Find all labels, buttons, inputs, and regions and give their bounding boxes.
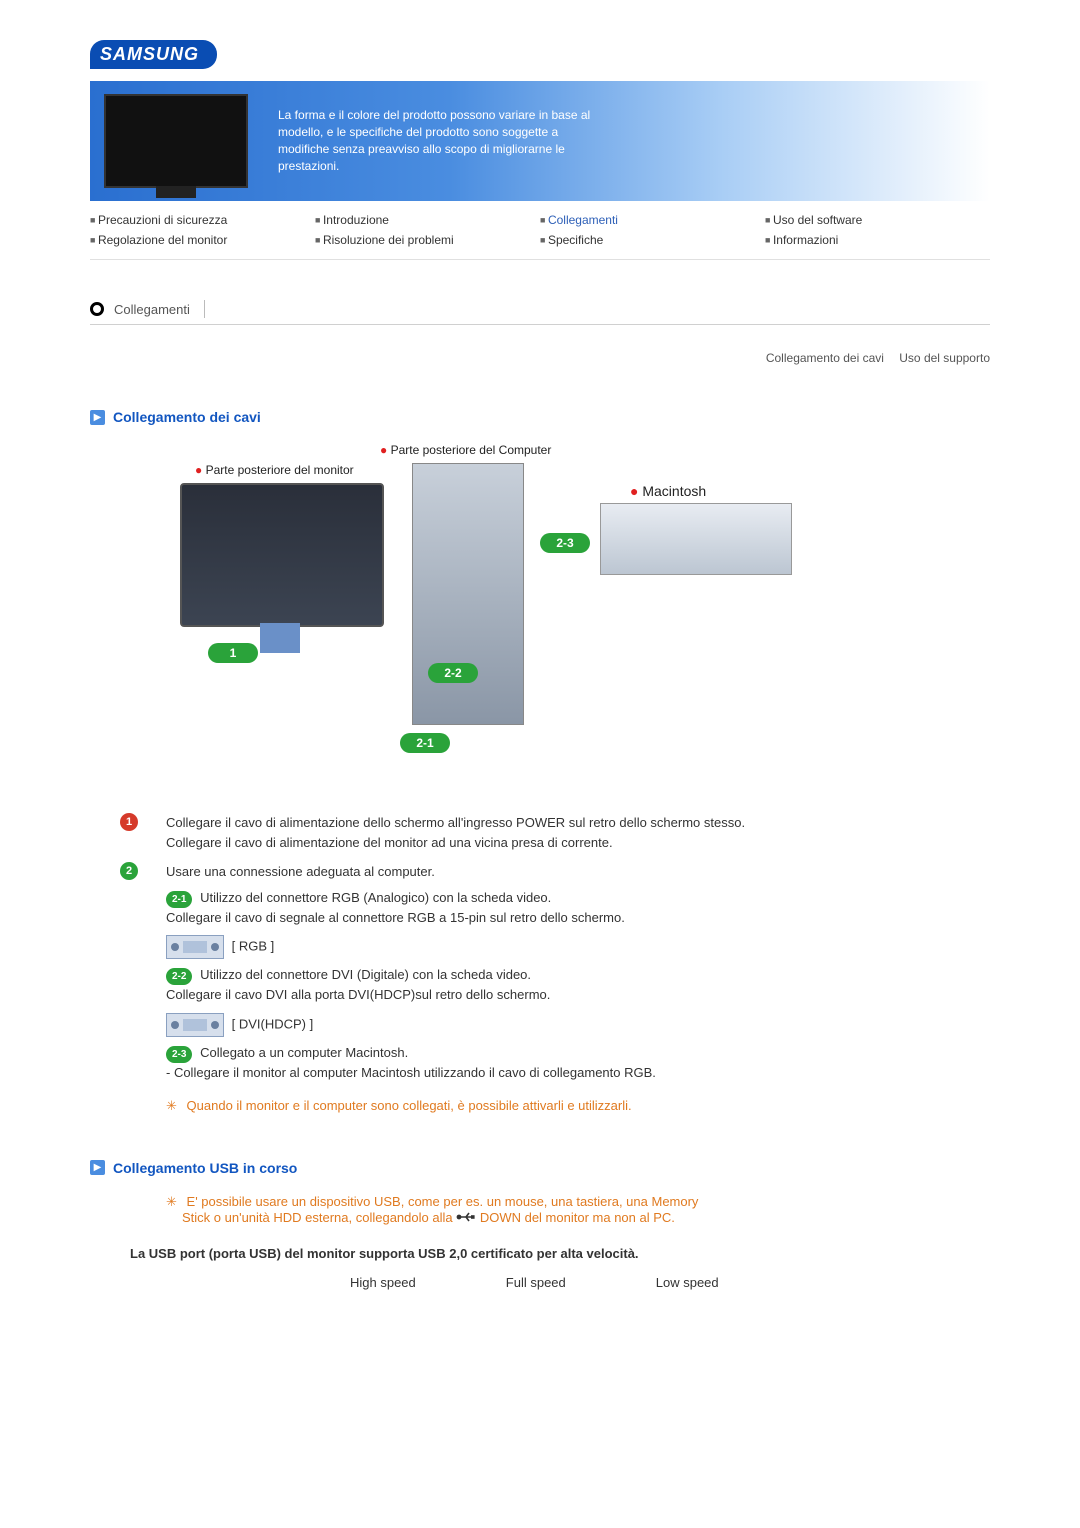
banner-monitor-image [104, 94, 248, 188]
step-2-2: 2-2 Utilizzo del connettore DVI (Digital… [166, 965, 656, 1005]
note-x-icon: ✳ [166, 1098, 177, 1113]
section1-head: ▶ Collegamento dei cavi [90, 409, 990, 425]
note-activate: ✳ Quando il monitor e il computer sono c… [166, 1096, 656, 1116]
sublink-cavi[interactable]: Collegamento dei cavi [766, 351, 884, 365]
badge-2-3: 2-3 [540, 533, 590, 553]
label-computer: Parte posteriore del Computer [380, 443, 551, 457]
instructions: 1 Collegare il cavo di alimentazione del… [120, 813, 990, 1116]
badge-2-2-inline: 2-2 [166, 968, 192, 985]
step-2-2-b: Collegare il cavo DVI alla porta DVI(HDC… [166, 987, 550, 1002]
usb-speed-row: High speed Full speed Low speed [350, 1275, 990, 1290]
divider [204, 300, 205, 318]
usb-note: ✳ E' possibile usare un dispositivo USB,… [166, 1194, 990, 1226]
badge-2-2: 2-2 [428, 663, 478, 683]
monitor-stand-shape [260, 623, 300, 653]
note-x-icon-2: ✳ [166, 1194, 177, 1209]
banner-text: La forma e il colore del prodotto posson… [278, 107, 598, 174]
mac-shape [600, 503, 792, 575]
nav-informazioni[interactable]: Informazioni [765, 233, 990, 247]
step-2-1-b: Collegare il cavo di segnale al connetto… [166, 910, 625, 925]
sub-links: Collegamento dei cavi Uso del supporto [90, 351, 990, 365]
badge-2-3-inline: 2-3 [166, 1046, 192, 1063]
arrow-icon-2: ▶ [90, 1160, 105, 1175]
section-tab: Collegamenti [90, 300, 990, 325]
badge-2-1: 2-1 [400, 733, 450, 753]
monitor-shape [180, 483, 384, 627]
step-2-3-a: Collegato a un computer Macintosh. [200, 1045, 408, 1060]
nav-risoluzione-problemi[interactable]: Risoluzione dei problemi [315, 233, 540, 247]
samsung-logo: SAMSUNG [90, 40, 217, 69]
rgb-connector-icon [166, 935, 224, 959]
usb-note-b-post: DOWN del monitor ma non al PC. [480, 1210, 675, 1225]
step-2-1-a: Utilizzo del connettore RGB (Analogico) … [200, 890, 551, 905]
step-1-text-a: Collegare il cavo di alimentazione dello… [166, 813, 745, 833]
step-2-1: 2-1 Utilizzo del connettore RGB (Analogi… [166, 888, 656, 928]
nav-precauzioni[interactable]: Precauzioni di sicurezza [90, 213, 315, 227]
nav-regolazione[interactable]: Regolazione del monitor [90, 233, 315, 247]
banner: La forma e il colore del prodotto posson… [90, 81, 990, 201]
usb-icon [456, 1211, 476, 1226]
step-2: 2 Usare una connessione adeguata al comp… [120, 862, 990, 1116]
section-tab-label: Collegamenti [114, 302, 190, 317]
step-2-num: 2 [120, 862, 138, 880]
badge-2-1-inline: 2-1 [166, 891, 192, 908]
usb-note-b-pre: Stick o un'unità HDD esterna, collegando… [182, 1210, 456, 1225]
speed-full: Full speed [506, 1275, 566, 1290]
nav-uso-software[interactable]: Uso del software [765, 213, 990, 227]
speed-low: Low speed [656, 1275, 719, 1290]
step-2-3-b: - Collegare il monitor al computer Macin… [166, 1065, 656, 1080]
badge-1: 1 [208, 643, 258, 663]
dvi-label: [ DVI(HDCP) ] [232, 1016, 314, 1031]
arrow-icon: ▶ [90, 410, 105, 425]
section2-title: Collegamento USB in corso [113, 1160, 297, 1176]
step-1: 1 Collegare il cavo di alimentazione del… [120, 813, 990, 852]
note-activate-text: Quando il monitor e il computer sono col… [187, 1098, 632, 1113]
dvi-connector-icon [166, 1013, 224, 1037]
step-2-3: 2-3 Collegato a un computer Macintosh. -… [166, 1043, 656, 1083]
label-mac: Macintosh [630, 483, 706, 499]
speed-high: High speed [350, 1275, 416, 1290]
step-1-num: 1 [120, 813, 138, 831]
circle-icon [90, 302, 104, 316]
nav-collegamenti[interactable]: Collegamenti [540, 213, 765, 227]
step-2-intro: Usare una connessione adeguata al comput… [166, 862, 656, 882]
connection-diagram: Parte posteriore del Computer Parte post… [150, 443, 990, 783]
nav-specifiche[interactable]: Specifiche [540, 233, 765, 247]
section1-title: Collegamento dei cavi [113, 409, 261, 425]
step-1-text-b: Collegare il cavo di alimentazione del m… [166, 833, 745, 853]
usb-note-a: E' possibile usare un dispositivo USB, c… [187, 1194, 699, 1209]
pc-tower-shape [412, 463, 524, 725]
nav-introduzione[interactable]: Introduzione [315, 213, 540, 227]
sublink-supporto[interactable]: Uso del supporto [899, 351, 990, 365]
top-nav: Precauzioni di sicurezza Introduzione Co… [90, 201, 990, 260]
label-monitor: Parte posteriore del monitor [195, 463, 354, 477]
step-2-2-a: Utilizzo del connettore DVI (Digitale) c… [200, 967, 531, 982]
section2-head: ▶ Collegamento USB in corso [90, 1160, 990, 1176]
usb-bold-line: La USB port (porta USB) del monitor supp… [130, 1246, 990, 1261]
rgb-label: [ RGB ] [232, 938, 275, 953]
